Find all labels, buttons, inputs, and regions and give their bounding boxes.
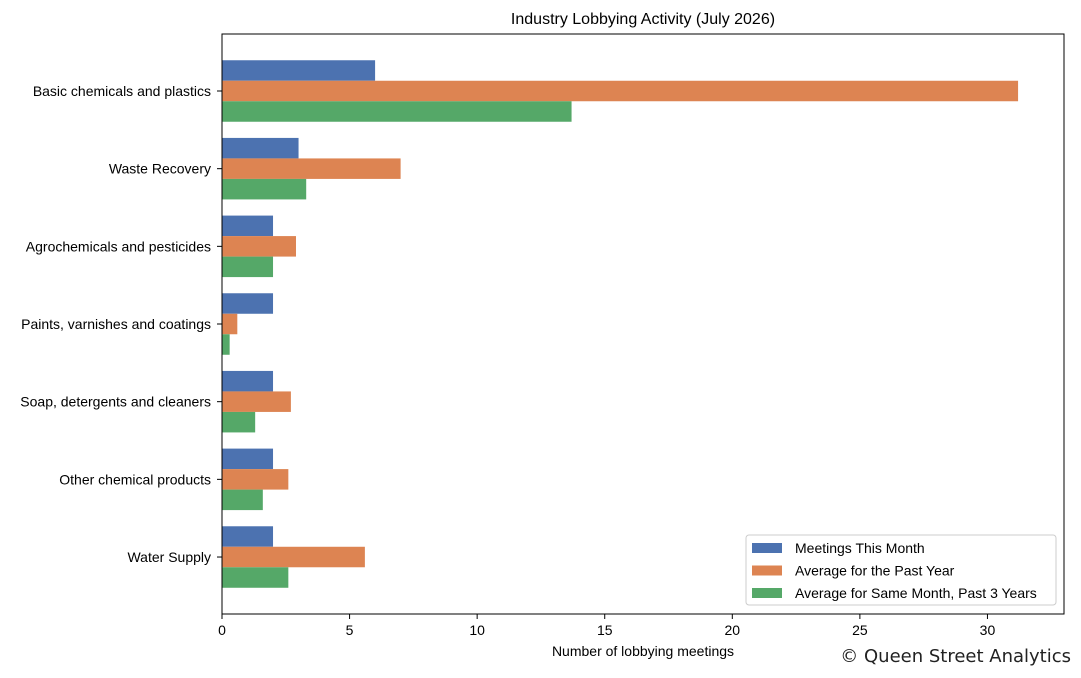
chart-title: Industry Lobbying Activity (July 2026) — [511, 11, 775, 28]
x-tick-label: 20 — [725, 622, 741, 638]
x-tick-label: 5 — [346, 622, 354, 638]
legend-swatch — [752, 565, 782, 576]
bar-2-5 — [222, 391, 291, 412]
bar-2-7 — [222, 546, 365, 568]
bar-2-6 — [222, 469, 289, 490]
x-tick-label: 10 — [469, 622, 485, 638]
bar-1-6 — [222, 448, 274, 470]
x-tick-label: 15 — [597, 622, 613, 638]
y-tick-label: Soap, detergents and cleaners — [20, 394, 211, 410]
y-tick-label: Other chemical products — [59, 471, 211, 487]
legend-label: Average for the Past Year — [795, 563, 955, 579]
y-tick-label: Paints, varnishes and coatings — [21, 316, 211, 332]
y-axis: Basic chemicals and plastics Waste Recove… — [20, 83, 222, 565]
bar-3-3 — [222, 256, 274, 278]
bar-3-5 — [222, 411, 256, 433]
x-tick-label: 0 — [218, 622, 226, 638]
legend: Meetings This Month Average for the Past … — [745, 534, 1057, 606]
legend-box — [745, 534, 1057, 606]
bar-2-2 — [222, 158, 401, 179]
bar-3-1 — [222, 101, 572, 122]
x-axis: 0 5 10 15 20 25 30 — [218, 614, 995, 638]
watermark: © Queen Street Analytics — [840, 646, 1071, 667]
y-tick-label: Agrochemicals and pesticides — [26, 238, 211, 254]
legend-items: Meetings This Month Average for the Past … — [752, 540, 1037, 601]
legend-swatch — [752, 543, 782, 553]
x-tick-label: 25 — [852, 622, 868, 638]
bar-2-3 — [222, 236, 296, 257]
bars-layer — [222, 60, 1019, 588]
bar-2-4 — [222, 313, 238, 335]
y-tick-label: Water Supply — [127, 549, 211, 565]
bar-1-7 — [222, 526, 274, 547]
bar-3-7 — [222, 567, 289, 588]
bar-3-4 — [222, 334, 230, 355]
x-axis-label: Number of lobbying meetings — [552, 643, 734, 659]
bar-1-4 — [222, 293, 274, 314]
y-tick-label: Waste Recovery — [109, 161, 211, 177]
bar-3-6 — [222, 489, 263, 511]
y-tick-label: Basic chemicals and plastics — [33, 83, 211, 99]
bar-3-2 — [222, 178, 307, 200]
bar-1-2 — [222, 137, 299, 159]
legend-swatch — [752, 588, 782, 598]
x-tick-label: 30 — [980, 622, 996, 638]
legend-label: Meetings This Month — [795, 540, 925, 556]
bar-1-5 — [222, 370, 274, 392]
bar-1-1 — [222, 60, 376, 81]
bar-2-1 — [222, 80, 1019, 102]
legend-label: Average for Same Month, Past 3 Years — [795, 585, 1037, 601]
bar-1-3 — [222, 215, 274, 237]
